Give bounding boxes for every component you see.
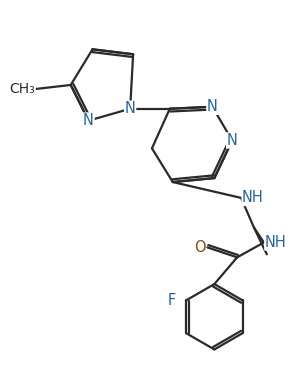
Text: O: O: [194, 240, 205, 255]
Text: NH: NH: [242, 190, 264, 205]
Text: N: N: [227, 133, 238, 148]
Text: N: N: [207, 99, 218, 114]
Text: F: F: [168, 293, 176, 308]
Text: CH₃: CH₃: [9, 82, 35, 96]
Text: N: N: [83, 113, 94, 128]
Text: N: N: [125, 101, 136, 116]
Text: NH: NH: [265, 235, 287, 250]
